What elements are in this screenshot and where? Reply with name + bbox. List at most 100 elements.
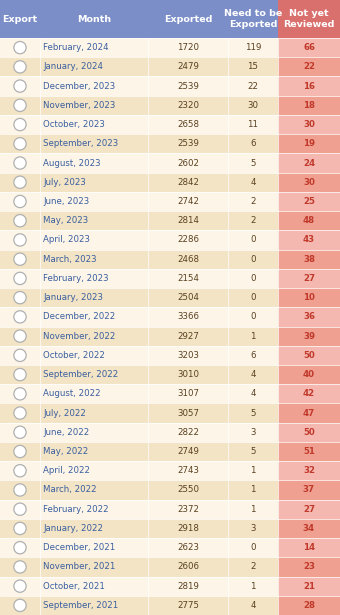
Text: 42: 42 — [303, 389, 315, 399]
Text: 119: 119 — [245, 43, 261, 52]
Bar — [278, 288, 340, 308]
Text: 28: 28 — [303, 601, 315, 610]
Text: 2: 2 — [250, 562, 256, 571]
Bar — [148, 211, 228, 231]
Bar — [278, 134, 340, 153]
Bar — [0, 576, 40, 596]
Text: 2775: 2775 — [177, 601, 199, 610]
Bar — [148, 308, 228, 327]
Bar — [40, 134, 148, 153]
Bar — [228, 557, 278, 576]
Bar — [0, 115, 40, 134]
Circle shape — [14, 176, 26, 188]
Text: 1720: 1720 — [177, 43, 199, 52]
Bar — [0, 134, 40, 153]
Text: 39: 39 — [303, 331, 315, 341]
Bar — [228, 250, 278, 269]
Text: 3107: 3107 — [177, 389, 199, 399]
Text: November, 2023: November, 2023 — [43, 101, 115, 110]
Text: August, 2022: August, 2022 — [43, 389, 101, 399]
Circle shape — [14, 445, 26, 458]
Text: May, 2023: May, 2023 — [43, 216, 88, 225]
Bar — [0, 423, 40, 442]
Bar — [40, 538, 148, 557]
Text: 50: 50 — [303, 351, 315, 360]
Bar — [278, 308, 340, 327]
Circle shape — [14, 157, 26, 169]
Text: 3057: 3057 — [177, 408, 199, 418]
Text: 3010: 3010 — [177, 370, 199, 379]
Bar — [148, 173, 228, 192]
Bar — [40, 384, 148, 403]
Bar — [40, 211, 148, 231]
Bar — [0, 231, 40, 250]
Bar — [228, 96, 278, 115]
Bar — [148, 499, 228, 519]
Text: 4: 4 — [250, 601, 256, 610]
Text: 4: 4 — [250, 389, 256, 399]
Circle shape — [14, 330, 26, 343]
Text: 22: 22 — [303, 62, 315, 71]
Bar — [148, 384, 228, 403]
Text: 2539: 2539 — [177, 82, 199, 90]
Text: 5: 5 — [250, 447, 256, 456]
Bar — [228, 442, 278, 461]
Text: October, 2023: October, 2023 — [43, 120, 105, 129]
Bar — [228, 519, 278, 538]
Text: 15: 15 — [248, 62, 258, 71]
Bar — [228, 115, 278, 134]
Text: 3: 3 — [250, 524, 256, 533]
Bar — [228, 365, 278, 384]
Bar — [228, 576, 278, 596]
Text: 1: 1 — [250, 466, 256, 475]
Bar — [0, 153, 40, 173]
Text: 2550: 2550 — [177, 485, 199, 494]
Text: July, 2022: July, 2022 — [43, 408, 86, 418]
Bar — [278, 76, 340, 96]
Text: November, 2022: November, 2022 — [43, 331, 115, 341]
Text: 16: 16 — [303, 82, 315, 90]
Bar — [148, 519, 228, 538]
Circle shape — [14, 61, 26, 73]
Bar — [228, 134, 278, 153]
Circle shape — [14, 99, 26, 111]
Text: 2: 2 — [250, 197, 256, 206]
Bar — [228, 596, 278, 615]
Bar — [278, 173, 340, 192]
Text: 48: 48 — [303, 216, 315, 225]
Text: 2918: 2918 — [177, 524, 199, 533]
Bar — [228, 499, 278, 519]
Bar — [40, 250, 148, 269]
Bar — [0, 308, 40, 327]
Text: January, 2024: January, 2024 — [43, 62, 103, 71]
Bar — [0, 403, 40, 423]
Bar — [278, 461, 340, 480]
Bar — [40, 153, 148, 173]
Bar — [278, 519, 340, 538]
Bar — [228, 346, 278, 365]
Bar — [148, 115, 228, 134]
Bar — [278, 231, 340, 250]
Bar — [40, 596, 148, 615]
Text: 2742: 2742 — [177, 197, 199, 206]
Circle shape — [14, 80, 26, 92]
Text: June, 2022: June, 2022 — [43, 428, 89, 437]
Text: 27: 27 — [303, 274, 315, 283]
Bar — [148, 365, 228, 384]
Bar — [0, 538, 40, 557]
Circle shape — [14, 368, 26, 381]
Bar — [40, 403, 148, 423]
Bar — [228, 153, 278, 173]
Bar — [0, 192, 40, 211]
Text: 2819: 2819 — [177, 582, 199, 590]
Text: 0: 0 — [250, 236, 256, 244]
Bar — [0, 57, 40, 76]
Circle shape — [14, 196, 26, 208]
Text: 10: 10 — [303, 293, 315, 302]
Text: 30: 30 — [248, 101, 258, 110]
Bar — [228, 231, 278, 250]
Text: 36: 36 — [303, 312, 315, 322]
Text: 2504: 2504 — [177, 293, 199, 302]
Text: Month: Month — [77, 15, 111, 23]
Circle shape — [14, 41, 26, 54]
